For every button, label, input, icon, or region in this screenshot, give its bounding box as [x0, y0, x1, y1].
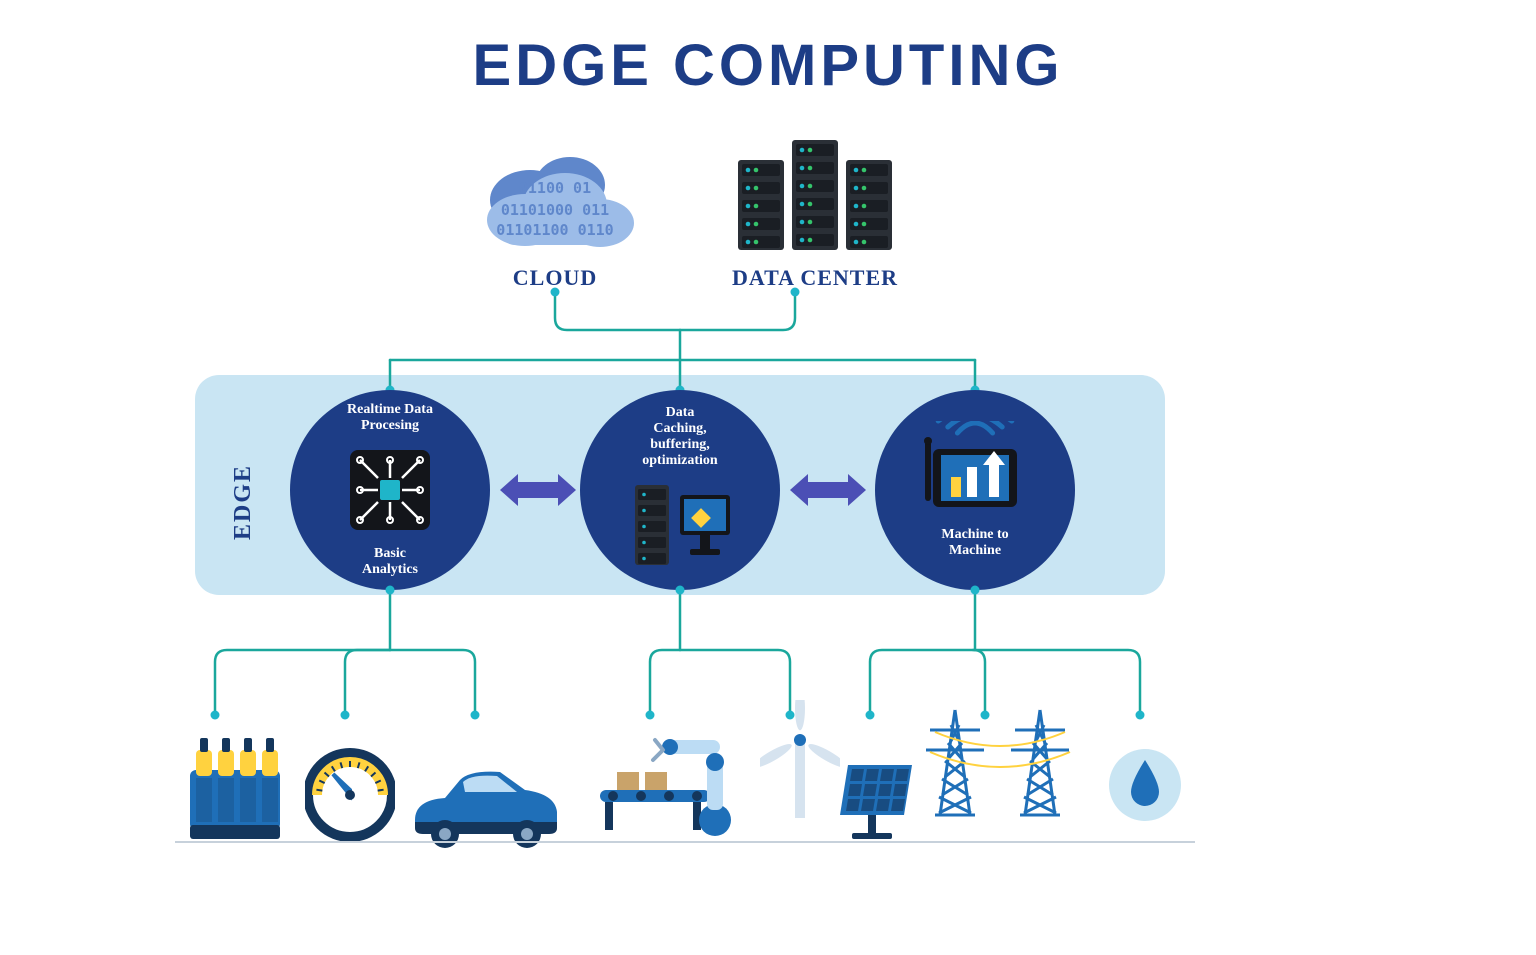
baseline: [0, 0, 1536, 955]
